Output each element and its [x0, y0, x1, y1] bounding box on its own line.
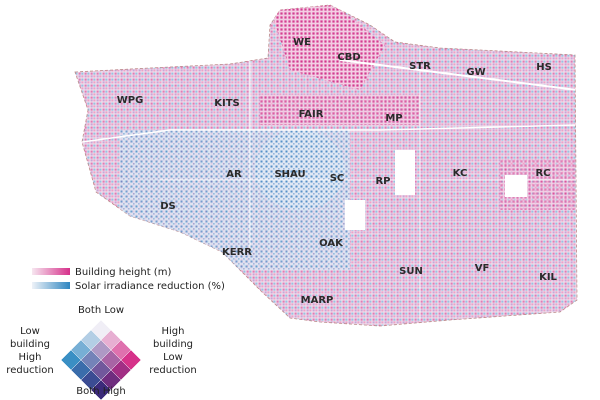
area-label: RC: [535, 168, 550, 179]
area-label: WE: [293, 37, 311, 48]
bivariate-key: [60, 319, 142, 400]
neighbourhood-labels: WE CBD STR GW HS WPG KITS FAIR MP AR SHAU SC RP KC RC D…: [117, 37, 558, 306]
area-label: CBD: [337, 52, 360, 63]
area-label: KERR: [222, 247, 252, 258]
key-label: High: [19, 352, 42, 363]
key-label: Low: [163, 352, 183, 363]
area-label: MARP: [301, 295, 334, 306]
key-label: building: [153, 339, 193, 350]
key-side-labels: Low building High reduction High building Low r…: [6, 326, 196, 376]
area-label: FAIR: [299, 109, 324, 120]
area-label: HS: [536, 62, 552, 73]
area-label: MP: [385, 113, 402, 124]
key-label: building: [10, 339, 50, 350]
key-label: High: [162, 326, 185, 337]
area-label: KIL: [539, 272, 557, 283]
reduction-swatch: [32, 282, 70, 289]
area-label: STR: [409, 61, 431, 72]
area-label: AR: [226, 169, 242, 180]
area-label: DS: [160, 201, 176, 212]
area-label: OAK: [319, 238, 344, 249]
legend: Building height (m) Solar irradiance red…: [6, 267, 225, 400]
area-label: RP: [375, 176, 390, 187]
height-swatch: [32, 268, 70, 275]
area-label: SHAU: [274, 169, 305, 180]
area-label: GW: [466, 67, 485, 78]
key-label: Low: [20, 326, 40, 337]
key-label: Both High: [76, 386, 125, 397]
key-label: reduction: [6, 365, 53, 376]
area-label: SUN: [399, 266, 423, 277]
area-label: WPG: [117, 95, 144, 106]
area-label: VF: [475, 263, 490, 274]
key-cell: [90, 379, 112, 400]
legend-text: Solar irradiance reduction (%): [75, 281, 225, 292]
city-map: WE CBD STR GW HS WPG KITS FAIR MP AR SHAU SC RP KC RC D…: [74, 4, 578, 327]
key-label: reduction: [149, 365, 196, 376]
key-label: Both Low: [78, 305, 124, 316]
area-label: KC: [453, 168, 468, 179]
area-label: SC: [330, 173, 345, 184]
legend-text: Building height (m): [75, 267, 171, 278]
area-label: KITS: [214, 98, 240, 109]
